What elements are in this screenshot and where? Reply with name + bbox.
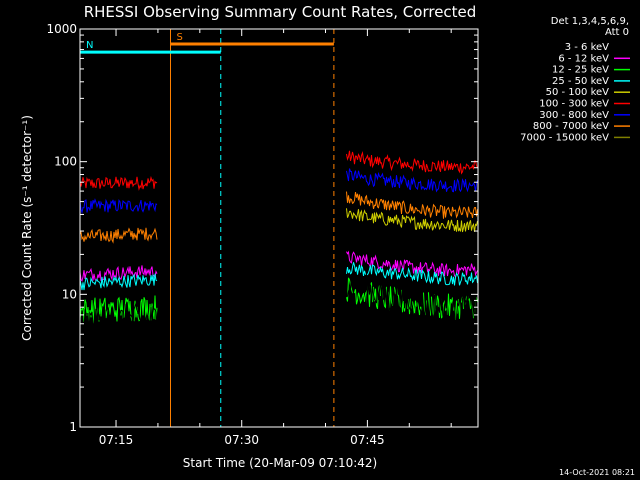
- x-axis-label: Start Time (20-Mar-09 07:10:42): [183, 456, 377, 470]
- legend-entry-label: 100 - 300 keV: [539, 99, 609, 110]
- series-7-segment-0: [79, 303, 158, 339]
- legend-entry-label: 6 - 12 keV: [558, 53, 609, 64]
- legend-entry-label: 12 - 25 keV: [552, 65, 609, 76]
- x-tick-label: 07:15: [99, 433, 134, 447]
- series-7-segment-1: [346, 270, 478, 327]
- series-2-segment-0: [79, 227, 158, 244]
- series-1-segment-0: [79, 198, 158, 215]
- y-tick-label: 10: [62, 287, 77, 301]
- plot-layer: SN: [79, 29, 478, 427]
- y-axis-label: Corrected Count Rate (s⁻¹ detector⁻¹): [20, 115, 34, 341]
- series-1-segment-1: [346, 168, 478, 193]
- legend-entry-label: 300 - 800 keV: [539, 110, 609, 121]
- top-bar-label-1: N: [86, 40, 93, 51]
- footer-timestamp: 14-Oct-2021 08:21: [559, 468, 635, 477]
- series-0-segment-0: [79, 175, 158, 191]
- y-tick-label: 100: [54, 155, 77, 169]
- x-tick-label: 07:45: [350, 433, 385, 447]
- y-tick-label: 1: [69, 420, 77, 434]
- legend-entry-label: 7000 - 15000 keV: [520, 132, 609, 143]
- series-4-segment-0: [79, 265, 158, 282]
- legend-entry-label: 25 - 50 keV: [552, 76, 609, 87]
- legend-header-line: Det 1,3,4,5,6,9,: [551, 16, 629, 27]
- series-2-segment-1: [346, 191, 478, 219]
- legend-header-line: Att 0: [605, 27, 629, 38]
- y-tick-label: 1000: [46, 22, 77, 36]
- chart-title: RHESSI Observing Summary Count Rates, Co…: [84, 3, 477, 21]
- plot-frame: [79, 28, 479, 428]
- top-bar-label-0: S: [176, 32, 182, 43]
- legend-entry-label: 50 - 100 keV: [546, 87, 610, 98]
- axis-layer: 1 10 100 1000 07:15 07:30 07:45: [46, 22, 478, 447]
- series-5-segment-0: [79, 273, 158, 291]
- legend-entry-label: 800 - 7000 keV: [533, 121, 609, 132]
- series-3-segment-0: [346, 208, 478, 233]
- x-tick-label: 07:30: [224, 433, 259, 447]
- legend-entry-label: 3 - 6 keV: [565, 42, 609, 53]
- series-0-segment-1: [346, 150, 478, 175]
- series-5-segment-1: [346, 262, 478, 286]
